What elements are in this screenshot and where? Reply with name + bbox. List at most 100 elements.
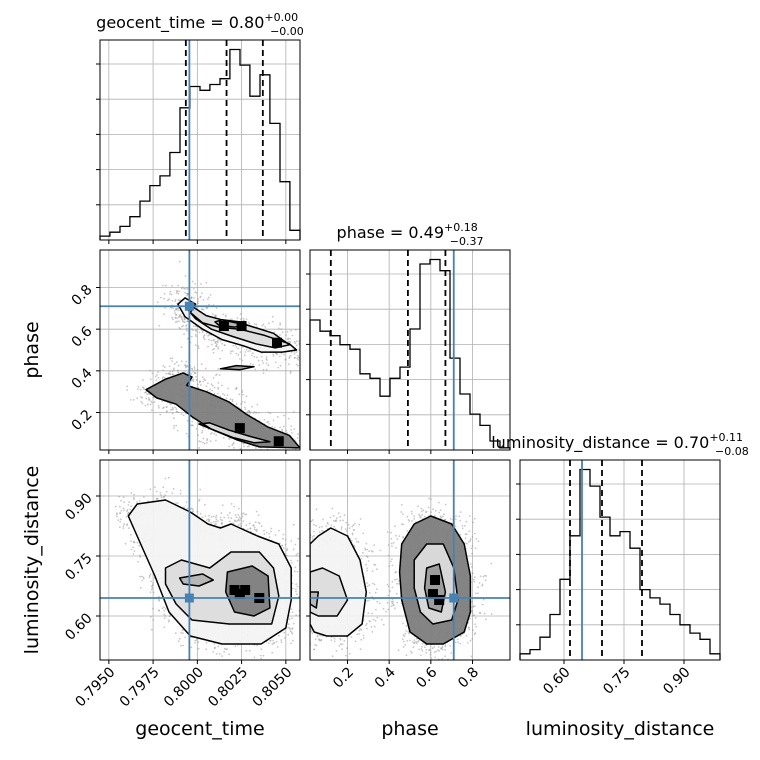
scatter-point — [296, 437, 299, 439]
scatter-point — [396, 538, 399, 540]
title-minus: −0.08 — [715, 445, 749, 458]
y-tick-label-1: 0.75 — [62, 550, 95, 583]
title-label: phase = 0.49 — [337, 223, 444, 242]
scatter-point — [150, 580, 152, 583]
scatter-point — [242, 317, 245, 320]
scatter-point — [395, 534, 397, 537]
scatter-point — [237, 507, 240, 510]
scatter-point — [307, 533, 309, 535]
scatter-point — [129, 533, 132, 536]
scatter-point — [292, 622, 295, 625]
scatter-point — [303, 444, 305, 446]
scatter-point — [295, 554, 298, 556]
scatter-point — [291, 334, 294, 337]
scatter-point — [413, 642, 415, 645]
scatter-point — [282, 547, 285, 549]
scatter-point — [252, 363, 254, 366]
scatter-point — [223, 344, 226, 346]
scatter-point — [202, 299, 205, 301]
scatter-point — [215, 518, 218, 521]
scatter-point — [184, 288, 186, 290]
scatter-point — [176, 429, 179, 432]
scatter-point — [305, 638, 307, 640]
scatter-point — [307, 455, 309, 457]
scatter-point — [152, 582, 155, 584]
scatter-point — [178, 314, 181, 316]
scatter-point — [161, 377, 164, 380]
scatter-point — [307, 641, 309, 643]
contour-0 — [127, 499, 292, 645]
scatter-point — [163, 297, 166, 300]
scatter-point — [481, 584, 483, 587]
scatter-point — [162, 376, 165, 378]
scatter-point — [471, 610, 473, 613]
scatter-point — [394, 578, 396, 581]
scatter-point — [136, 501, 139, 503]
scatter-point — [238, 393, 241, 396]
scatter-point — [175, 292, 178, 294]
grid-lines — [310, 250, 510, 450]
scatter-point — [119, 521, 122, 523]
scatter-point — [291, 617, 293, 620]
scatter-point — [373, 625, 376, 628]
scatter-point — [239, 403, 242, 405]
scatter-point — [219, 339, 222, 342]
scatter-point — [313, 530, 315, 533]
scatter-point — [203, 503, 206, 506]
scatter-point — [261, 359, 264, 362]
scatter-point — [301, 615, 303, 617]
scatter-point — [215, 434, 218, 436]
scatter-point — [168, 620, 170, 623]
scatter-point — [475, 537, 478, 540]
scatter-point — [267, 642, 270, 645]
scatter-point — [213, 386, 216, 389]
scatter-point — [430, 511, 432, 514]
scatter-point — [241, 400, 244, 403]
scatter-point — [184, 292, 186, 294]
scatter-point — [173, 309, 176, 312]
scatter-point — [221, 655, 224, 657]
scatter-point — [301, 451, 303, 453]
scatter-point — [288, 363, 290, 365]
scatter-point — [198, 447, 201, 449]
scatter-point — [217, 520, 219, 522]
scatter-point — [268, 322, 270, 325]
scatter-point — [213, 347, 216, 350]
scatter-point — [402, 646, 405, 648]
scatter-point — [313, 648, 315, 651]
scatter-point — [198, 381, 201, 384]
scatter-point — [251, 352, 254, 355]
scatter-point — [141, 575, 143, 578]
x-tick-label-phase-2: 0.6 — [413, 664, 440, 691]
scatter-point — [267, 411, 270, 414]
scatter-point — [194, 329, 197, 331]
scatter-point — [341, 648, 343, 651]
scatter-point — [165, 372, 168, 375]
density-peak-0 — [430, 575, 440, 585]
scatter-point — [373, 563, 375, 566]
density-fill-1 — [310, 568, 348, 616]
scatter-point — [351, 533, 354, 536]
density-peak-1 — [427, 589, 438, 599]
scatter-point — [128, 501, 131, 503]
scatter-point — [200, 329, 203, 332]
scatter-point — [139, 575, 142, 578]
scatter-point — [339, 515, 342, 518]
scatter-point — [318, 639, 321, 642]
scatter-point — [484, 579, 487, 582]
scatter-point — [191, 328, 193, 330]
scatter-point — [241, 359, 244, 362]
scatter-point — [287, 417, 290, 420]
scatter-point — [177, 320, 180, 322]
scatter-point — [313, 523, 315, 526]
scatter-point — [178, 315, 181, 318]
scatter-point — [219, 518, 222, 521]
scatter-point — [490, 562, 493, 565]
scatter-point — [351, 525, 354, 528]
scatter-point — [305, 635, 307, 637]
scatter-point — [177, 371, 180, 374]
scatter-point — [139, 554, 141, 557]
scatter-point — [203, 442, 206, 445]
scatter-point — [288, 618, 291, 621]
scatter-point — [202, 337, 205, 339]
